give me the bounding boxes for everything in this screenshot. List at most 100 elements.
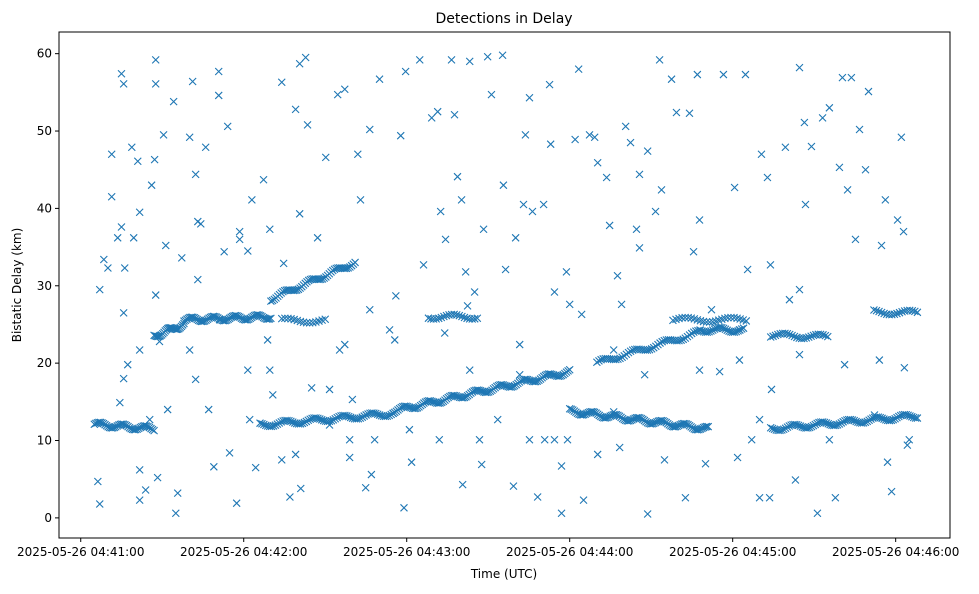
data-point	[870, 306, 878, 314]
data-point	[362, 411, 371, 419]
data-point	[702, 318, 711, 326]
data-point	[390, 336, 399, 344]
data-point	[345, 453, 354, 462]
data-point	[823, 332, 832, 341]
data-point	[593, 450, 602, 459]
data-point	[609, 346, 618, 354]
data-point	[304, 416, 313, 425]
data-point	[308, 318, 317, 327]
data-point	[275, 419, 284, 427]
data-point	[432, 314, 441, 323]
data-point	[545, 80, 554, 89]
data-point	[687, 314, 696, 322]
data-point	[685, 109, 694, 118]
data-point	[571, 135, 580, 144]
data-point	[681, 313, 690, 322]
data-point	[375, 75, 384, 84]
data-point	[415, 55, 424, 64]
y-tick-label: 40	[37, 201, 52, 215]
data-point	[383, 412, 392, 421]
data-point	[223, 122, 232, 131]
data-point	[259, 175, 268, 184]
data-point	[785, 295, 794, 304]
data-point	[831, 493, 840, 502]
data-point	[515, 370, 524, 379]
data-point	[813, 509, 822, 518]
data-point	[811, 420, 820, 429]
data-point	[331, 414, 340, 423]
data-point	[209, 462, 218, 471]
y-axis-label: Bistatic Delay (km)	[10, 228, 24, 343]
data-point	[483, 52, 492, 61]
data-point	[790, 332, 799, 341]
data-point	[670, 422, 678, 431]
x-axis-label: Time (UTC)	[470, 567, 537, 581]
plot-frame	[58, 31, 951, 539]
data-point	[385, 325, 394, 334]
x-tick-label: 2025-05-26 04:43:00	[343, 545, 470, 559]
data-point	[303, 120, 312, 129]
data-point	[302, 318, 311, 327]
data-point	[370, 435, 379, 444]
data-point	[95, 418, 103, 427]
data-point	[802, 333, 811, 342]
data-point	[655, 55, 664, 64]
data-point	[675, 314, 683, 323]
data-point	[621, 122, 630, 131]
data-point	[701, 459, 710, 468]
data-point	[119, 374, 128, 383]
data-point	[463, 302, 472, 310]
data-point	[335, 346, 344, 354]
data-point	[277, 455, 286, 464]
data-point	[699, 317, 708, 326]
data-point	[684, 313, 693, 322]
data-point	[215, 315, 224, 324]
data-point	[635, 170, 644, 179]
data-point	[271, 421, 280, 430]
data-point	[833, 420, 842, 429]
data-point	[235, 235, 244, 244]
data-point	[905, 435, 914, 444]
data-point	[193, 275, 202, 284]
data-point	[605, 221, 614, 230]
data-point	[391, 291, 400, 300]
data-point	[651, 207, 660, 216]
data-point	[839, 417, 848, 426]
data-point	[769, 332, 777, 341]
data-point	[151, 79, 160, 88]
data-point	[241, 316, 250, 324]
data-point	[755, 493, 764, 502]
data-point	[481, 388, 490, 397]
data-point	[498, 51, 507, 60]
y-tick-label: 0	[44, 511, 52, 525]
data-point	[795, 285, 804, 294]
data-point	[741, 70, 750, 79]
data-point	[530, 377, 538, 386]
data-point	[550, 288, 559, 296]
data-point	[897, 133, 906, 142]
data-point	[801, 200, 810, 209]
data-point	[107, 192, 116, 201]
data-point	[127, 143, 136, 152]
data-point	[785, 330, 794, 339]
data-point	[646, 419, 655, 428]
data-point	[277, 78, 286, 87]
data-point	[721, 325, 730, 334]
data-point	[470, 314, 479, 323]
data-point	[565, 300, 574, 309]
data-point	[251, 463, 260, 472]
data-point	[185, 133, 194, 142]
data-point	[893, 309, 901, 318]
data-point	[540, 435, 549, 444]
data-point	[585, 131, 594, 139]
x-tick-label: 2025-05-26 04:45:00	[669, 545, 796, 559]
data-point	[465, 57, 474, 66]
data-point	[696, 316, 705, 325]
data-point	[147, 181, 156, 190]
data-point	[135, 346, 144, 354]
data-point	[327, 416, 336, 425]
data-point	[130, 425, 139, 434]
data-point	[875, 307, 883, 316]
data-point	[635, 243, 644, 252]
data-point	[140, 422, 149, 430]
